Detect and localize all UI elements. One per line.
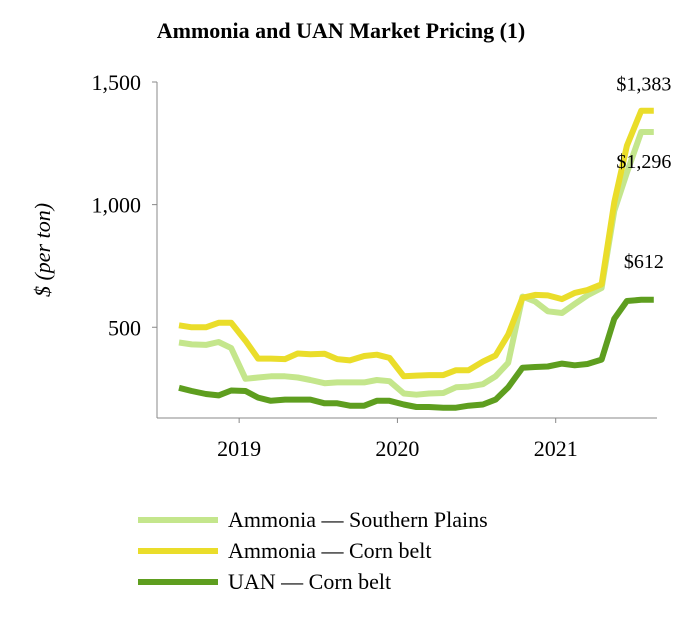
legend-item-uan-corn-belt: UAN — Corn belt [138, 566, 488, 597]
legend: Ammonia — Southern Plains Ammonia — Corn… [138, 504, 488, 597]
x-tick-label: 2021 [534, 436, 578, 461]
x-tick-label: 2019 [217, 436, 261, 461]
legend-item-ammonia-corn-belt: Ammonia — Corn belt [138, 535, 488, 566]
series-lines [178, 107, 654, 411]
legend-label: UAN — Corn belt [228, 568, 392, 594]
series-line-ammonia-corn-belt [178, 107, 654, 380]
x-tick-label: 2020 [375, 436, 419, 461]
legend-swatch [138, 578, 218, 585]
annotation-label: $1,383 [616, 74, 671, 96]
annotations: $1,383 $1,296 $612 [616, 74, 671, 273]
legend-label: Ammonia — Corn belt [228, 537, 432, 563]
chart-title: Ammonia and UAN Market Pricing (1) [156, 18, 526, 43]
legend-swatch [138, 547, 218, 554]
y-tick-label: 500 [108, 315, 141, 340]
annotation-label: $1,296 [616, 151, 671, 173]
y-axis-label: $ (per ton) [30, 203, 55, 297]
y-tick-label: 1,500 [92, 70, 142, 95]
series-line-ammonia-southern-plains [178, 129, 654, 398]
legend-label: Ammonia — Southern Plains [228, 506, 488, 532]
series-line-uan-corn-belt [178, 296, 654, 411]
legend-swatch [138, 516, 218, 523]
chart-canvas: 500 1,000 1,500 2019 2020 2021 $ (per ton) $1,… [30, 70, 671, 461]
axes: 500 1,000 1,500 2019 2020 2021 $ (per ton) [30, 70, 657, 461]
legend-item-ammonia-southern-plains: Ammonia — Southern Plains [138, 504, 488, 535]
annotation-label: $612 [624, 251, 664, 273]
y-tick-label: 1,000 [92, 193, 142, 218]
